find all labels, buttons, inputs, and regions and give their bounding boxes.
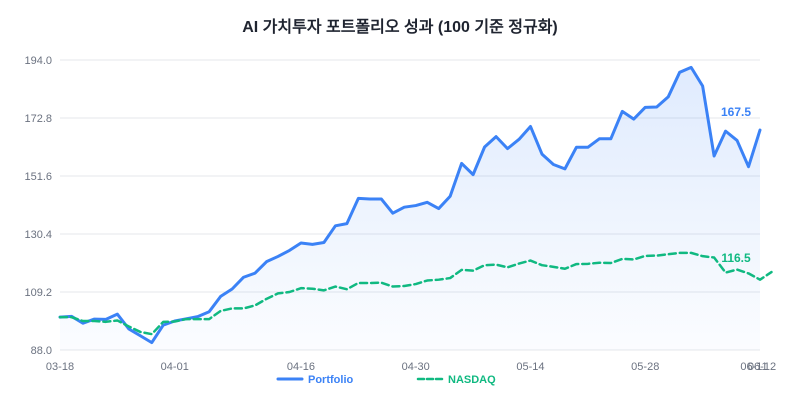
legend-item-portfolio[interactable]: Portfolio	[276, 374, 353, 386]
end-label-portfolio: 167.5	[721, 105, 751, 119]
y-axis-ticks: 194.0 172.8 151.6 130.4 109.2 88.0	[24, 55, 52, 357]
y-tick-label: 194.0	[24, 55, 52, 67]
y-tick-label: 130.4	[24, 229, 52, 241]
legend[interactable]: Portfolio NASDAQ	[276, 374, 496, 386]
x-tick-label: 04-16	[287, 361, 315, 373]
series-lines	[58, 65, 773, 345]
end-labels: 167.5 116.5	[721, 105, 751, 265]
area-fill	[60, 67, 760, 350]
x-tick-label: 04-01	[161, 361, 189, 373]
x-tick-label: 05-28	[631, 361, 659, 373]
portfolio-area	[60, 67, 760, 350]
x-tick-label: 03-18	[46, 361, 74, 373]
x-tick-label: 05-14	[516, 361, 544, 373]
legend-label: NASDAQ	[448, 374, 496, 386]
legend-label: Portfolio	[308, 374, 353, 386]
end-label-nasdaq: 116.5	[721, 251, 751, 265]
y-tick-label: 88.0	[31, 345, 52, 357]
y-tick-label: 172.8	[24, 113, 52, 125]
x-tick-label: 06-11	[740, 361, 767, 373]
x-tick-label: 06-12	[748, 361, 776, 373]
chart-title: AI 가치투자 포트폴리오 성과 (100 기준 정규화)	[242, 17, 558, 36]
legend-item-nasdaq[interactable]: NASDAQ	[416, 374, 496, 386]
series-line-nasdaq	[58, 251, 773, 336]
x-tick-label: 04-30	[402, 361, 430, 373]
y-tick-label: 151.6	[24, 171, 52, 183]
y-tick-label: 109.2	[24, 287, 52, 299]
